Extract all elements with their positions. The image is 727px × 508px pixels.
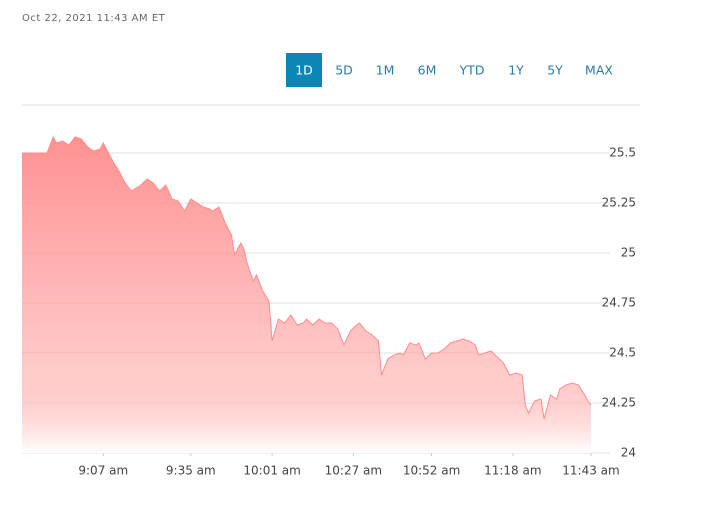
range-button[interactable]: 5Y [547,63,563,78]
timestamp: Oct 22, 2021 11:43 AM ET [22,13,166,24]
range-button[interactable]: 6M [418,63,437,78]
y-tick-label: 24.25 [602,396,636,410]
y-tick-label: 24.75 [602,296,636,310]
range-button-active-bg[interactable] [286,53,322,87]
plot: 24 24.25 24.5 24.75 25 25.25 25.5 9:07 am 9:35 a… [22,135,636,478]
range-button[interactable]: YTD [459,63,485,78]
x-tick-label: 11:43 am [562,464,619,478]
y-tick-label: 25 [621,246,636,260]
range-button[interactable]: MAX [585,63,613,78]
price-line [22,135,592,420]
x-tick-label: 11:18 am [484,464,541,478]
x-tick-label: 10:01 am [243,464,300,478]
x-tick-label: 9:35 am [166,464,216,478]
y-tick-label: 24.5 [609,346,636,360]
range-button[interactable]: 1M [376,63,395,78]
range-button[interactable]: 1Y [508,63,524,78]
range-button[interactable]: 1D [295,63,313,78]
x-tick-label: 10:52 am [403,464,460,478]
y-tick-label: 25.5 [609,146,636,160]
y-tick-label: 24 [621,446,636,460]
y-tick-label: 25.25 [602,196,636,210]
range-selector: 1D 5D 1M 6M YTD 1Y 5Y MAX [286,53,613,87]
price-area [22,137,591,453]
x-tick-label: 10:27 am [325,464,382,478]
range-button[interactable]: 5D [335,63,353,78]
x-tick-label: 9:07 am [78,464,128,478]
